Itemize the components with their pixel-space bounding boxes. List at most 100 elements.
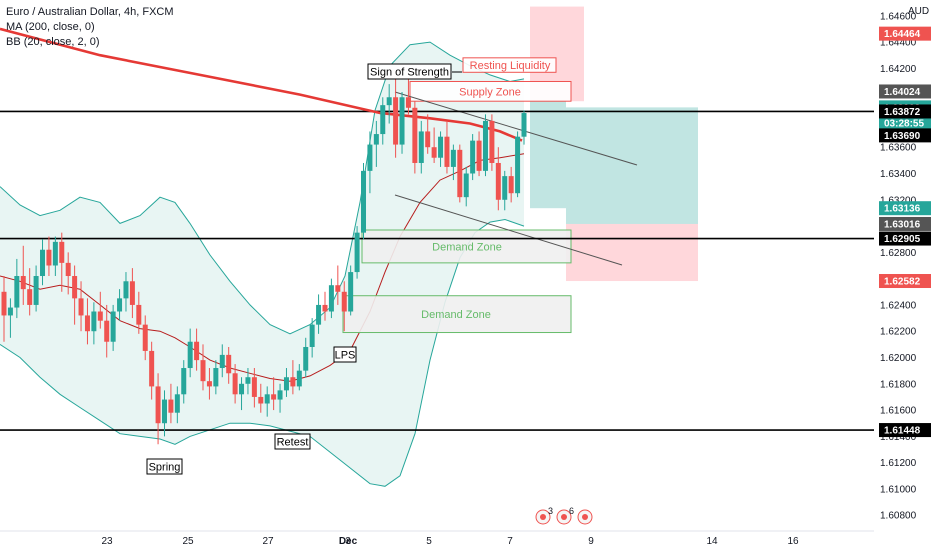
candle-body[interactable] (65, 262, 71, 277)
candle-body[interactable] (309, 324, 315, 347)
candle-body[interactable] (206, 381, 212, 387)
candle-body[interactable] (316, 304, 322, 325)
candle-body[interactable] (335, 285, 341, 292)
buy-target-area[interactable] (566, 107, 698, 224)
candle-body[interactable] (341, 291, 347, 312)
zone-box-2[interactable] (409, 80, 572, 102)
candle-body[interactable] (328, 285, 334, 312)
candle-body[interactable] (463, 173, 469, 198)
candle-body[interactable] (59, 241, 65, 263)
candle-body[interactable] (78, 298, 84, 316)
candle-body[interactable] (245, 377, 251, 384)
candle-body[interactable] (386, 97, 392, 106)
candle-body[interactable] (444, 136, 450, 167)
candle-body[interactable] (515, 136, 521, 194)
candle-body[interactable] (194, 341, 200, 361)
zone-box-0[interactable] (361, 229, 572, 264)
candle-body[interactable] (104, 320, 110, 342)
candle-body[interactable] (136, 304, 142, 325)
sell-target-area[interactable] (530, 101, 566, 209)
candle-body[interactable] (508, 176, 514, 194)
candle-body[interactable] (33, 276, 39, 305)
candle-body[interactable] (174, 394, 180, 413)
price-tick-2: 1.64200 (880, 64, 917, 75)
candle-body[interactable] (361, 170, 367, 233)
candle-body[interactable] (187, 341, 193, 369)
candle-body[interactable] (296, 370, 302, 387)
annotation-box-1[interactable] (333, 346, 357, 363)
candle-body[interactable] (367, 144, 373, 171)
candle-body[interactable] (438, 136, 444, 158)
candle-body[interactable] (412, 107, 418, 163)
candle-body[interactable] (489, 120, 495, 163)
candle-body[interactable] (1, 291, 7, 316)
candle-body[interactable] (457, 149, 463, 198)
candle-body[interactable] (322, 304, 328, 312)
candle-body[interactable] (20, 276, 26, 290)
candle-body[interactable] (239, 383, 245, 395)
candle-body[interactable] (393, 97, 399, 145)
candle-body[interactable] (40, 249, 46, 277)
candle-body[interactable] (482, 120, 488, 171)
candle-body[interactable] (521, 113, 527, 137)
candle-body[interactable] (142, 324, 148, 351)
candle-body[interactable] (52, 241, 58, 266)
candle-body[interactable] (226, 354, 232, 374)
candle-body[interactable] (251, 377, 257, 397)
candle-body[interactable] (418, 131, 424, 163)
candle-body[interactable] (470, 140, 476, 174)
candle-body[interactable] (72, 276, 78, 299)
candle-body[interactable] (219, 354, 225, 369)
annotation-box-0[interactable] (367, 63, 452, 80)
candle-body[interactable] (502, 176, 508, 200)
candle-body[interactable] (348, 272, 354, 312)
candle-body[interactable] (7, 307, 13, 316)
candle-body[interactable] (27, 289, 33, 305)
zone-box-3[interactable] (462, 57, 557, 73)
candle-body[interactable] (425, 131, 431, 148)
candle-body[interactable] (155, 386, 161, 424)
candle-body[interactable] (258, 396, 264, 404)
candle-body[interactable] (123, 281, 129, 299)
candle-body[interactable] (290, 377, 296, 387)
candle-body[interactable] (117, 298, 123, 312)
candle-body[interactable] (354, 232, 360, 273)
zone-box-1[interactable] (342, 295, 572, 334)
candle-body[interactable] (161, 399, 167, 424)
candle-body[interactable] (271, 394, 277, 400)
candle-body[interactable] (476, 140, 482, 171)
candle-body[interactable] (283, 377, 289, 391)
buy-stop-area[interactable] (566, 223, 698, 282)
annotation-box-3[interactable] (274, 433, 311, 450)
candle-body[interactable] (46, 249, 52, 266)
candle-body[interactable] (213, 368, 219, 387)
channel-top-line[interactable] (394, 91, 638, 166)
candle-body[interactable] (450, 149, 456, 167)
candle-body[interactable] (277, 390, 283, 400)
candle-body[interactable] (303, 346, 309, 371)
candle-body[interactable] (264, 394, 270, 404)
candle-body[interactable] (91, 311, 97, 332)
candle-body[interactable] (149, 350, 155, 387)
candle-body[interactable] (495, 162, 501, 200)
candle-body[interactable] (399, 97, 405, 145)
candle-body[interactable] (168, 399, 174, 413)
candle-body[interactable] (14, 276, 20, 308)
candle-body[interactable] (97, 311, 103, 321)
candle-body[interactable] (373, 134, 379, 145)
candle-body[interactable] (129, 281, 135, 305)
candle-body[interactable] (431, 147, 437, 158)
channel-bottom-line[interactable] (394, 194, 623, 266)
candle-body[interactable] (181, 368, 187, 395)
candle-body[interactable] (232, 373, 238, 395)
candle-body[interactable] (380, 105, 386, 135)
candle-body[interactable] (84, 315, 90, 332)
candle-body[interactable] (405, 97, 411, 108)
candle-body[interactable] (110, 311, 116, 342)
event-badge-count-0: 3 (548, 506, 553, 516)
annotation-box-2[interactable] (146, 458, 183, 475)
candle-body[interactable] (200, 360, 206, 382)
